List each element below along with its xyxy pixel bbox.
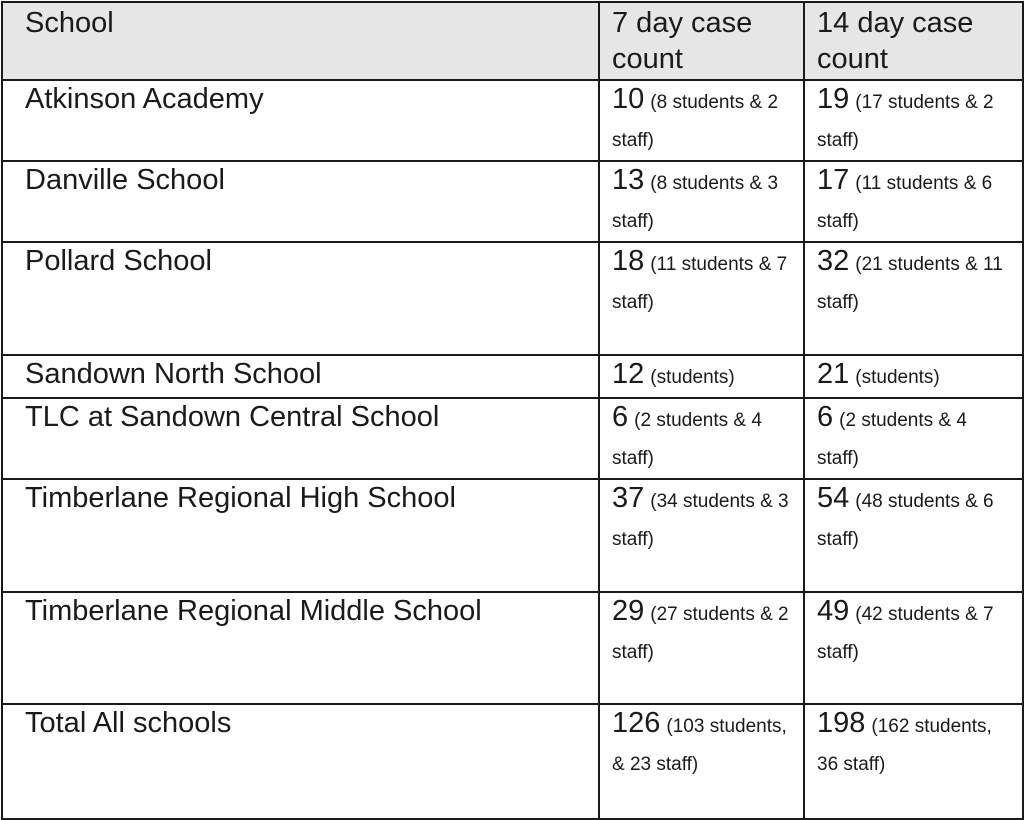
table-row: Timberlane Regional High School 37 (34 stu… [1,478,1024,593]
table-row: Timberlane Regional Middle School 29 (27 s… [1,591,1024,705]
count-cell: 32 (21 students & 11 staff) [803,241,1024,356]
case-detail: (8 students & 3 staff) [612,173,779,232]
case-count: 54 [817,482,850,514]
case-detail: (2 students & 4 staff) [817,410,967,469]
case-count: 126 [612,707,661,739]
case-detail: (27 students & 2 staff) [612,604,789,663]
header-cell: 14 day case count [803,1,1024,81]
case-count: 12 [612,358,645,390]
case-count: 17 [817,164,850,196]
case-count: 198 [817,707,866,739]
case-count: 21 [817,358,850,390]
school-name: Total All schools [1,703,600,820]
case-count: 18 [612,245,645,277]
school-name: Sandown North School [1,354,600,399]
case-detail: (162 students, 36 staff) [817,716,992,775]
school-name: Atkinson Academy [1,79,600,162]
count-cell: 21 (students) [803,354,1024,399]
case-detail: (34 students & 3 staff) [612,491,789,550]
case-count: 49 [817,595,850,627]
count-cell: 37 (34 students & 3 staff) [598,478,805,593]
count-cell: 29 (27 students & 2 staff) [598,591,805,705]
school-name: Danville School [1,160,600,243]
case-detail: (21 students & 11 staff) [817,254,1003,313]
table-row: Pollard School 18 (11 students & 7 staff) 3… [1,241,1024,356]
case-count: 6 [612,401,629,433]
school-name: TLC at Sandown Central School [1,397,600,480]
case-detail: (8 students & 2 staff) [612,92,779,151]
table-row: Total All schools 126 (103 students, & 23 … [1,703,1024,820]
count-cell: 49 (42 students & 7 staff) [803,591,1024,705]
count-cell: 13 (8 students & 3 staff) [598,160,805,243]
count-cell: 10 (8 students & 2 staff) [598,79,805,162]
count-cell: 6 (2 students & 4 staff) [803,397,1024,480]
case-detail: (students) [650,367,735,388]
table-row: TLC at Sandown Central School 6 (2 student… [1,397,1024,480]
case-detail: (103 students, & 23 staff) [612,716,787,775]
count-cell: 17 (11 students & 6 staff) [803,160,1024,243]
count-cell: 19 (17 students & 2 staff) [803,79,1024,162]
count-cell: 198 (162 students, 36 staff) [803,703,1024,820]
table-row: Atkinson Academy 10 (8 students & 2 staff)… [1,79,1024,162]
case-count: 6 [817,401,834,433]
case-count: 29 [612,595,645,627]
header-cell: 7 day case count [598,1,805,81]
header-row: School 7 day case count 14 day case count [1,1,1024,81]
case-count: 32 [817,245,850,277]
case-count: 19 [817,83,850,115]
case-count: 10 [612,83,645,115]
case-count: 13 [612,164,645,196]
table-body: Atkinson Academy 10 (8 students & 2 staff)… [1,79,1024,820]
count-cell: 12 (students) [598,354,805,399]
count-cell: 126 (103 students, & 23 staff) [598,703,805,820]
case-count: 37 [612,482,645,514]
count-cell: 6 (2 students & 4 staff) [598,397,805,480]
table-row: Sandown North School 12 (students) 21 (stude… [1,354,1024,399]
case-detail: (17 students & 2 staff) [817,92,994,151]
table-row: Danville School 13 (8 students & 3 staff) 1… [1,160,1024,243]
count-cell: 18 (11 students & 7 staff) [598,241,805,356]
school-name: Pollard School [1,241,600,356]
school-name: Timberlane Regional High School [1,478,600,593]
case-detail: (students) [855,367,940,388]
school-name: Timberlane Regional Middle School [1,591,600,705]
count-cell: 54 (48 students & 6 staff) [803,478,1024,593]
case-detail: (2 students & 4 staff) [612,410,762,469]
case-detail: (11 students & 6 staff) [817,173,993,232]
case-detail: (48 students & 6 staff) [817,491,994,550]
header-cell: School [1,1,600,81]
case-detail: (11 students & 7 staff) [612,254,788,313]
case-detail: (42 students & 7 staff) [817,604,994,663]
